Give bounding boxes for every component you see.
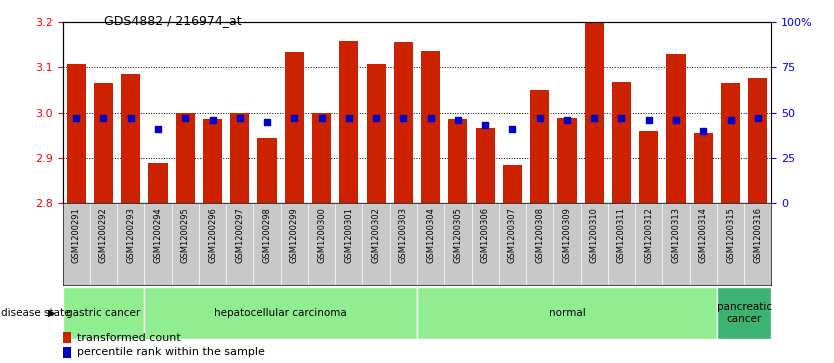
Point: [315, 115, 329, 121]
Text: GSM1200301: GSM1200301: [344, 207, 354, 263]
Point: [451, 117, 465, 123]
Point: [397, 115, 410, 121]
Text: GSM1200303: GSM1200303: [399, 207, 408, 264]
Text: GSM1200299: GSM1200299: [289, 207, 299, 263]
Text: GSM1200293: GSM1200293: [126, 207, 135, 263]
Bar: [284, 52, 304, 203]
Bar: [503, 165, 522, 203]
Text: pancreatic
cancer: pancreatic cancer: [716, 302, 771, 324]
Text: GDS4882 / 216974_at: GDS4882 / 216974_at: [104, 15, 242, 28]
Bar: [63, 287, 144, 339]
Bar: [612, 82, 631, 203]
Point: [587, 115, 600, 121]
Text: GSM1200300: GSM1200300: [317, 207, 326, 263]
Bar: [694, 133, 713, 203]
Text: ▶: ▶: [48, 308, 56, 318]
Bar: [717, 287, 771, 339]
Text: GSM1200295: GSM1200295: [181, 207, 190, 263]
Text: GSM1200315: GSM1200315: [726, 207, 735, 263]
Text: GSM1200308: GSM1200308: [535, 207, 545, 264]
Bar: [748, 78, 767, 203]
Bar: [557, 118, 576, 203]
Point: [424, 115, 437, 121]
Bar: [176, 113, 195, 203]
Bar: [94, 83, 113, 203]
Point: [342, 115, 355, 121]
Text: GSM1200292: GSM1200292: [99, 207, 108, 263]
Text: percentile rank within the sample: percentile rank within the sample: [77, 347, 264, 358]
Point: [533, 115, 546, 121]
Point: [260, 119, 274, 125]
Text: GSM1200294: GSM1200294: [153, 207, 163, 263]
Point: [288, 115, 301, 121]
Bar: [63, 347, 72, 358]
Bar: [367, 64, 385, 203]
Bar: [394, 42, 413, 203]
Point: [615, 115, 628, 121]
Bar: [449, 119, 467, 203]
Text: GSM1200291: GSM1200291: [72, 207, 81, 263]
Point: [69, 115, 83, 121]
Point: [751, 115, 765, 121]
Text: GSM1200297: GSM1200297: [235, 207, 244, 263]
Point: [124, 115, 138, 121]
Bar: [144, 287, 417, 339]
Point: [234, 115, 247, 121]
Point: [479, 122, 492, 128]
Bar: [63, 333, 72, 343]
Text: GSM1200302: GSM1200302: [372, 207, 380, 263]
Text: GSM1200306: GSM1200306: [480, 207, 490, 264]
Text: GSM1200312: GSM1200312: [644, 207, 653, 263]
Bar: [67, 64, 86, 203]
Bar: [258, 138, 277, 203]
Text: transformed count: transformed count: [77, 333, 180, 343]
Text: GSM1200310: GSM1200310: [590, 207, 599, 263]
Bar: [230, 113, 249, 203]
Point: [178, 115, 192, 121]
Bar: [312, 113, 331, 203]
Bar: [639, 131, 658, 203]
Text: gastric cancer: gastric cancer: [67, 308, 141, 318]
Point: [696, 128, 710, 134]
Bar: [475, 129, 495, 203]
Bar: [203, 119, 222, 203]
Point: [97, 115, 110, 121]
Bar: [530, 90, 550, 203]
Text: GSM1200307: GSM1200307: [508, 207, 517, 264]
Text: GSM1200311: GSM1200311: [617, 207, 626, 263]
Text: GSM1200314: GSM1200314: [699, 207, 708, 263]
Text: normal: normal: [549, 308, 585, 318]
Text: GSM1200316: GSM1200316: [753, 207, 762, 264]
Bar: [421, 51, 440, 203]
Point: [560, 117, 574, 123]
Text: disease state: disease state: [1, 308, 70, 318]
Point: [151, 126, 164, 132]
Bar: [417, 287, 717, 339]
Bar: [721, 83, 740, 203]
Bar: [148, 163, 168, 203]
Point: [724, 117, 737, 123]
Bar: [339, 41, 359, 203]
Point: [670, 117, 683, 123]
Point: [206, 117, 219, 123]
Bar: [666, 54, 686, 203]
Point: [505, 126, 519, 132]
Text: hepatocellular carcinoma: hepatocellular carcinoma: [214, 308, 347, 318]
Text: GSM1200305: GSM1200305: [454, 207, 462, 263]
Text: GSM1200298: GSM1200298: [263, 207, 272, 263]
Text: GSM1200309: GSM1200309: [562, 207, 571, 263]
Text: GSM1200313: GSM1200313: [671, 207, 681, 264]
Point: [642, 117, 656, 123]
Text: GSM1200296: GSM1200296: [208, 207, 217, 263]
Bar: [585, 23, 604, 203]
Text: GSM1200304: GSM1200304: [426, 207, 435, 263]
Point: [369, 115, 383, 121]
Bar: [121, 74, 140, 203]
